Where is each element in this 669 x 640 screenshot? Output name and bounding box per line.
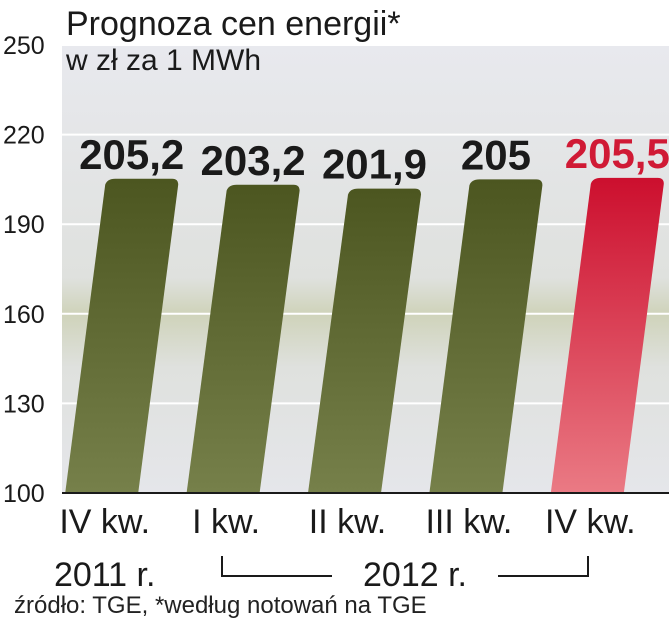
y-tick-label-160: 160 xyxy=(3,301,45,329)
chart-subtitle: w zł za 1 MWh xyxy=(66,44,262,77)
y-tick-label-190: 190 xyxy=(3,211,45,239)
bar-4 xyxy=(429,179,543,493)
category-label-2: I kw. xyxy=(192,503,260,541)
chart-title-block: Prognoza cen energii* w zł za 1 MWh xyxy=(66,4,401,78)
value-label-2: 203,2 xyxy=(201,137,306,184)
bar-1 xyxy=(65,178,179,493)
value-label-5: 205,5 xyxy=(565,130,669,177)
y-tick-label-250: 250 xyxy=(3,32,45,60)
bar-5 xyxy=(550,177,664,493)
bar-2 xyxy=(186,184,300,493)
category-label-3: II kw. xyxy=(309,503,386,541)
category-label-1: IV kw. xyxy=(59,503,150,541)
bracket-right xyxy=(498,556,589,577)
source-footnote: źródło: TGE, *według notowań na TGE xyxy=(14,592,427,619)
bracket-left xyxy=(221,556,332,577)
chart-title: Prognoza cen energii* xyxy=(66,5,401,43)
category-label-5: IV kw. xyxy=(545,503,636,541)
y-tick-label-220: 220 xyxy=(3,122,45,150)
bars: 205,2 203,2 201,9 205 205,5 xyxy=(65,130,669,493)
value-label-1: 205,2 xyxy=(79,131,184,178)
category-label-4: III kw. xyxy=(425,503,512,541)
value-label-4: 205 xyxy=(461,131,531,178)
y-tick-label-100: 100 xyxy=(3,480,45,508)
year-2012-bracket: 2012 r. xyxy=(221,556,589,594)
y-axis-ticks: 100 130 160 190 220 250 xyxy=(3,32,45,508)
bar-3 xyxy=(308,188,421,493)
value-label-3: 201,9 xyxy=(322,141,427,188)
group-label: 2012 r. xyxy=(363,556,467,594)
y-tick-label-130: 130 xyxy=(3,390,45,418)
x-axis-categories: IV kw. 2011 r. I kw. II kw. III kw. IV kw. xyxy=(54,503,636,594)
category-year-label-1: 2011 r. xyxy=(54,556,155,594)
